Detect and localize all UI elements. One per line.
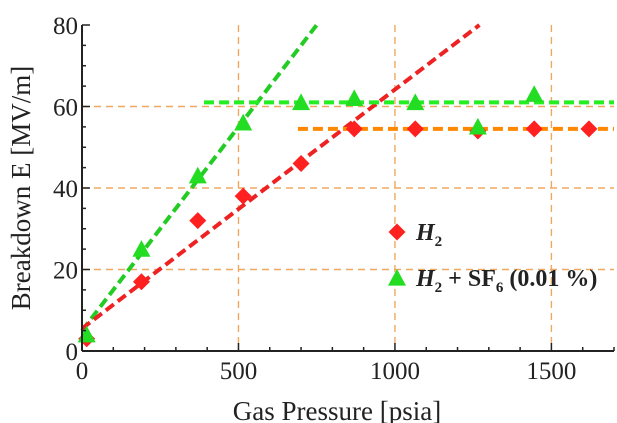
data-point-h2 [132,273,150,291]
data-point-h2-sf6 [468,117,487,135]
y-tick-label: 0 [66,339,79,366]
data-point-h2-sf6 [525,85,544,102]
fit-line [80,23,319,332]
x-tick-label: 1000 [370,358,420,385]
axes [81,24,615,352]
y-tick-label: 40 [53,176,78,203]
data-point-h2-sf6 [188,166,207,184]
y-tick-label: 80 [53,13,78,40]
data-point-h2 [580,120,598,138]
data-point-h2-sf6 [345,89,364,106]
legend-label: H2 + SF6 (0.01 %) [415,266,597,296]
x-tick-label: 0 [76,358,89,385]
x-tick-label: 1500 [526,358,576,385]
legend-triangle-icon [388,269,406,286]
fit-line [80,23,481,331]
data-point-h2 [406,120,424,138]
legend: H2 H2 + SF6 (0.01 %) [388,220,597,296]
data-point-h2 [292,155,310,173]
data-point-h2 [345,120,363,138]
legend-diamond-icon [388,223,406,241]
data-point-h2 [189,212,207,230]
data-point-h2-sf6 [132,240,151,257]
x-tick-label: 500 [220,358,258,385]
y-axis-label: Breakdown E [MV/m] [6,66,36,310]
tick-labels: 0 500 1000 1500 0 20 40 60 80 [53,13,576,385]
y-tick-label: 20 [53,258,78,285]
y-tick-label: 60 [53,95,78,122]
legend-label: H2 [415,220,442,250]
data-point-h2-sf6 [292,93,311,111]
data-point-h2-sf6 [77,325,96,343]
data-point-h2 [525,120,543,138]
data-markers [77,85,598,348]
data-point-h2-sf6 [234,113,253,131]
data-point-h2 [234,187,252,205]
grid-lines [82,25,614,351]
data-point-h2-sf6 [406,93,425,111]
x-axis-label: Gas Pressure [psia] [233,396,441,423]
